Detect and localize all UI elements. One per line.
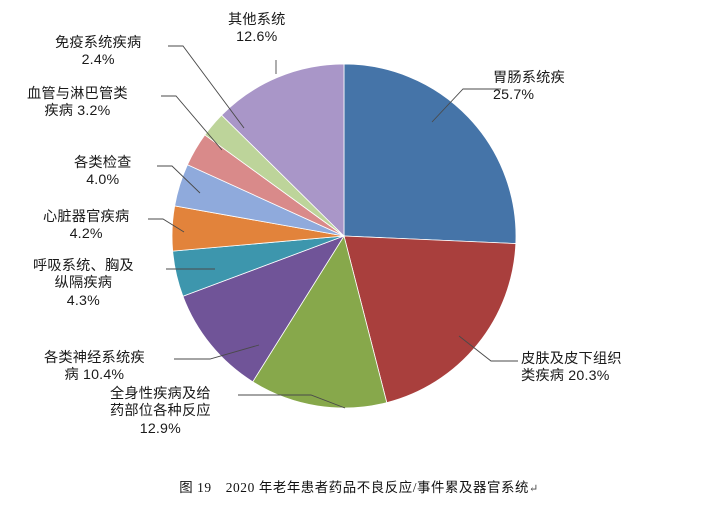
leader-line <box>458 335 518 362</box>
pie-slice-label: 胃肠系统疾 25.7% <box>493 70 565 104</box>
pie-slice[interactable] <box>221 63 345 237</box>
pie-slice-label: 全身性疾病及给 药部位各种反应 12.9% <box>110 386 211 437</box>
pie-slice-label: 免疫系统疾病 2.4% <box>55 35 142 69</box>
leader-line <box>431 88 501 123</box>
leader-line-group <box>148 45 518 409</box>
leader-line <box>168 45 245 129</box>
pie-slice-label: 血管与淋巴管类 疾病 3.2% <box>27 86 128 120</box>
leader-line <box>161 95 223 151</box>
pie-slice[interactable] <box>343 63 517 244</box>
leader-line <box>157 165 201 194</box>
figure-caption-text: 图 19 2020 年老年患者药品不良反应/事件累及器官系统 <box>179 480 529 495</box>
leader-line <box>148 218 185 233</box>
pie-slice-label: 其他系统 12.6% <box>228 12 286 46</box>
caption-paragraph-mark: ↵ <box>528 483 539 495</box>
leader-line <box>238 394 346 409</box>
pie-slice-label: 皮肤及皮下组织 类疾病 20.3% <box>521 351 622 385</box>
pie-slice-label: 各类神经系统疾 病 10.4% <box>44 350 145 384</box>
pie-slice-label: 各类检查 4.0% <box>74 155 132 189</box>
pie-slice[interactable] <box>343 235 517 404</box>
pie-slice[interactable] <box>252 234 388 409</box>
figure-caption: 图 19 2020 年老年患者药品不良反应/事件累及器官系统↵ <box>0 476 718 496</box>
pie-slice[interactable] <box>182 235 345 383</box>
pie-slice-group <box>171 63 517 409</box>
leader-line <box>174 344 260 360</box>
pie-slice-label: 呼吸系统、胸及 纵隔疾病 4.3% <box>33 258 134 309</box>
pie-slice-label: 心脏器官疾病 4.2% <box>43 209 130 243</box>
